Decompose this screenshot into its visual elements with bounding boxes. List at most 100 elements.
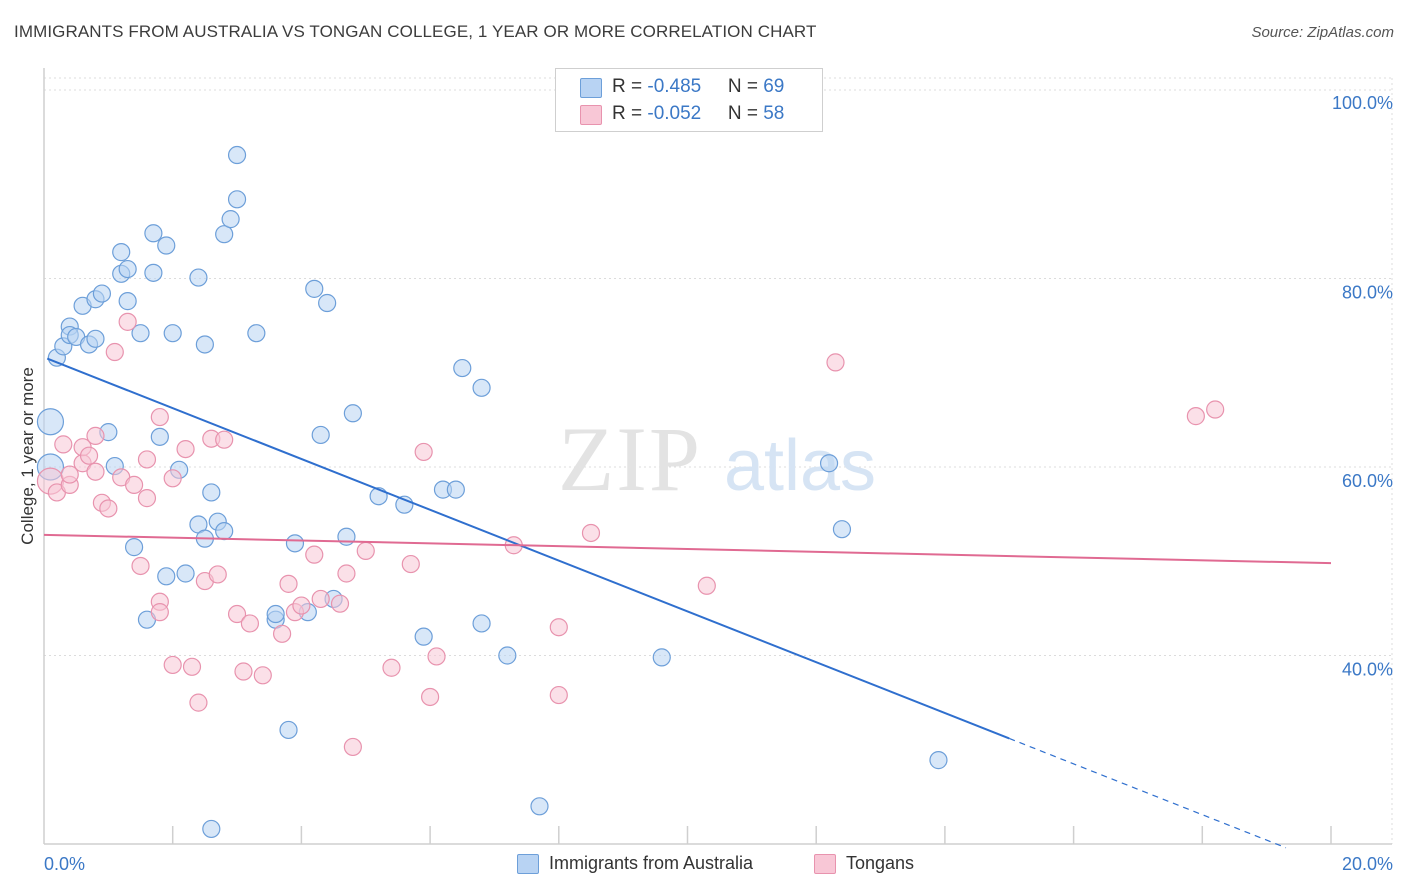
tongan-point <box>124 475 144 495</box>
tongan-point <box>337 564 356 583</box>
tongan-point <box>86 426 105 445</box>
tongan-point <box>163 655 182 675</box>
tongan-point <box>311 589 330 609</box>
tongan-trend-line <box>43 533 1332 565</box>
tongan-point <box>150 407 169 427</box>
tongan-point <box>118 312 137 331</box>
australia-point <box>215 225 234 244</box>
tongan-point <box>182 657 202 676</box>
australia-point <box>144 224 163 243</box>
australia-swatch <box>580 78 602 98</box>
australia-point <box>92 284 112 303</box>
tongan-point <box>208 565 227 584</box>
australia-trend-line <box>46 357 1010 740</box>
australia-point <box>337 527 356 546</box>
tongan-point <box>305 545 324 564</box>
australia-r-value: -0.485 <box>647 76 702 97</box>
australia-point <box>202 483 221 502</box>
australia-point <box>157 567 176 586</box>
tongan-point <box>292 596 311 615</box>
australia-point <box>530 797 549 816</box>
tongan-point <box>215 430 234 449</box>
watermark: ZIP atlas <box>558 408 876 510</box>
tongan-r-value: -0.052 <box>647 103 702 124</box>
australia-point <box>247 324 266 343</box>
tongan-point <box>86 462 105 481</box>
australia-point <box>446 480 465 499</box>
tongan-point <box>401 554 420 574</box>
australia-point <box>221 210 240 229</box>
australia-point <box>343 404 362 423</box>
tongan-point <box>137 489 157 508</box>
y-tick-label: 40.0% <box>1342 660 1393 680</box>
australia-n-value: 69 <box>763 76 785 97</box>
tick-labels: 100.0% 80.0% 60.0% 40.0% 0.0% 20.0% <box>44 93 1393 874</box>
australia-point <box>118 259 137 279</box>
tongan-point <box>131 556 150 576</box>
tongan-point <box>253 666 272 685</box>
tongan-point <box>414 442 433 462</box>
x-tick-label-end: 20.0% <box>1342 854 1393 874</box>
legend-label-tongans: Tongans <box>846 853 915 873</box>
australia-point <box>472 378 491 397</box>
australia-point <box>150 427 169 446</box>
tongan-point <box>99 499 118 518</box>
tongan-point <box>549 685 568 705</box>
y-tick-label: 60.0% <box>1342 471 1393 491</box>
trend-lines <box>43 357 1332 849</box>
chart-title: IMMIGRANTS FROM AUSTRALIA VS TONGAN COLL… <box>14 22 817 41</box>
australia-point <box>86 329 105 348</box>
tongan-point <box>234 662 253 681</box>
australia-point <box>652 648 671 667</box>
y-tick-label: 100.0% <box>1332 93 1393 113</box>
australia-point <box>305 279 324 298</box>
australia-point <box>227 145 247 165</box>
chart-source: Source: ZipAtlas.com <box>1251 24 1394 41</box>
tongan-point <box>150 603 169 622</box>
tongan-swatch <box>580 105 602 125</box>
legend-swatch-tongans <box>814 854 836 874</box>
tongan-point <box>137 450 157 469</box>
australia-point <box>266 604 285 624</box>
tongan-point <box>79 446 99 465</box>
tongan-point <box>272 624 292 643</box>
australia-point <box>124 538 144 557</box>
svg-text:ZIP: ZIP <box>558 408 702 510</box>
australia-point <box>112 243 131 262</box>
australia-point <box>118 292 137 311</box>
tongan-point <box>105 342 124 362</box>
tongan-point <box>382 658 401 677</box>
australia-point <box>453 358 472 378</box>
australia-point <box>157 236 176 255</box>
tongan-point <box>176 439 195 459</box>
australia-n-label: N = <box>727 76 764 97</box>
tongan-point <box>1186 407 1205 426</box>
australia-r-label: R = <box>612 76 648 97</box>
tongan-point <box>60 465 79 484</box>
australia-point <box>144 263 163 282</box>
australia-point <box>279 720 298 740</box>
y-tick-label: 80.0% <box>1342 283 1393 303</box>
legend-swatch-australia <box>517 854 539 874</box>
tongan-point <box>581 523 601 543</box>
tongan-point <box>54 435 73 454</box>
tongan-point <box>826 353 845 372</box>
tongan-point <box>330 594 350 613</box>
legend-label-australia: Immigrants from Australia <box>549 853 754 873</box>
australia-point <box>498 646 517 665</box>
australia-point <box>202 819 221 839</box>
data-points <box>36 145 1225 839</box>
australia-point <box>189 268 208 287</box>
tongan-point <box>279 574 298 593</box>
tongan-point <box>227 604 247 624</box>
tongan-r-label: R = <box>612 103 648 124</box>
svg-text:atlas: atlas <box>724 426 876 506</box>
australia-point <box>195 335 214 354</box>
tongan-point <box>427 647 446 666</box>
australia-point <box>832 520 852 539</box>
tongan-point <box>356 541 375 560</box>
axes <box>43 68 1392 845</box>
australia-point <box>819 454 839 473</box>
australia-point <box>311 425 330 445</box>
